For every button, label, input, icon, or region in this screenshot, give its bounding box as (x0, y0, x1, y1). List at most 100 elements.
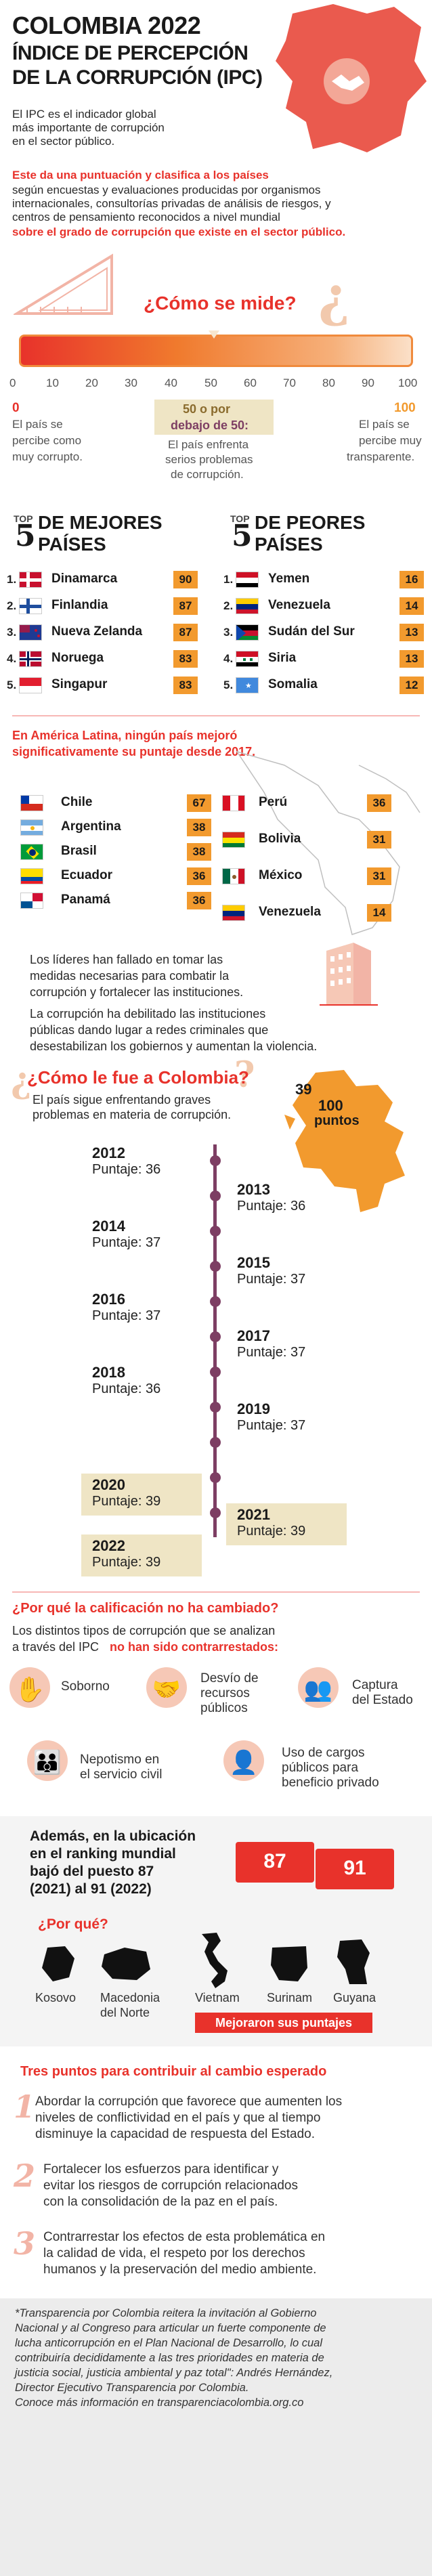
timeline-score: Puntaje: 39 (92, 1494, 161, 1509)
scale-mid-box (154, 400, 274, 435)
country-name: Finlandia (51, 598, 108, 612)
scale-tick: 70 (283, 377, 296, 389)
point-number: 3 (14, 2225, 36, 2262)
flag-ecuador-icon (20, 868, 43, 884)
latam-para1-2: medidas necesarias para combatir la (30, 969, 230, 983)
latam-para2-2: públicas dando lugar a redes criminales … (30, 1023, 269, 1037)
point-text: Contrarrestar los efectos de esta proble… (43, 2230, 326, 2244)
score-badge: 36 (187, 867, 211, 885)
scale-bar (19, 335, 413, 367)
map-score: 100 (318, 1097, 343, 1114)
explain-line-3: internacionales, consultorías privadas d… (12, 197, 331, 210)
scale-right-text-3: transparente. (347, 450, 415, 463)
country-label: Vietnam (195, 1991, 240, 2004)
country-label: Guyana (333, 1991, 376, 2004)
timeline-dot (209, 1226, 221, 1237)
handshake-icon-bg (146, 1667, 187, 1708)
timeline-dot (209, 1402, 221, 1413)
timeline-score: Puntaje: 36 (92, 1381, 161, 1396)
intro-line-1: El IPC es el indicador global (12, 108, 156, 121)
point-text: con la consolidación de la paz en el paí… (43, 2195, 278, 2209)
latam-left-list: Chile 67 Argentina 38 Brasil 38 Ecuador … (0, 794, 217, 929)
scale-mid-value-2: debajo de 50: (171, 418, 249, 432)
latam-para2-3: desestabilizan los gobiernos y aumentan … (30, 1039, 318, 1053)
flag-south-sudan-icon (236, 624, 259, 641)
country-name: Siria (268, 651, 297, 665)
building-icon (313, 937, 381, 1015)
country-name: Sudán del Sur (268, 624, 355, 639)
bribe-hands-icon: ✋ (14, 1675, 45, 1703)
rank-number: 2. (7, 599, 17, 612)
score-badge: 13 (399, 624, 424, 641)
top-worst-label-num: 5 (232, 519, 253, 553)
scale-tick: 90 (362, 377, 374, 389)
header-map-decoration (265, 0, 432, 156)
timeline-year: 2017 (237, 1327, 270, 1344)
top-worst-label-top: TOP (230, 513, 250, 524)
score-badge: 31 (367, 867, 391, 885)
scale-right-text-2: percibe muy (359, 434, 422, 447)
point-text: evitar los riesgos de corrupción relacio… (43, 2178, 298, 2193)
why-item-label: Uso de cargos (282, 1746, 365, 1760)
why-item-label: recursos (200, 1686, 250, 1700)
flag-brazil-icon (20, 844, 43, 860)
ranking-line-4: (2021) al 91 (2022) (30, 1881, 152, 1897)
flag-yemen-icon (236, 572, 259, 588)
latam-map-decoration (223, 738, 432, 941)
country-name: Argentina (61, 819, 121, 834)
points-heading: Tres puntos para contribuir al cambio es… (20, 2064, 327, 2079)
colombia-intro-2: problemas en materia de corrupción. (33, 1108, 232, 1121)
ranking-line-1: Además, en la ubicación (30, 1828, 196, 1844)
country-name: Panamá (61, 893, 110, 907)
macedonia-map-icon (99, 1945, 153, 1986)
why-item-label: públicos para (282, 1761, 359, 1775)
top-best-label-b: PAÍSES (38, 534, 106, 555)
quote-line: lucha anticorrupción en el Plan Nacional… (15, 2337, 323, 2349)
latam-para2-1: La corrupción ha debilitado las instituc… (30, 1007, 266, 1021)
flag-argentina-icon (20, 819, 43, 836)
point-text: Abordar la corrupción que favorece que a… (35, 2095, 343, 2109)
why-item-label: Captura (352, 1678, 398, 1692)
latin-america-map-icon (236, 750, 420, 935)
handshake-icon: 🤝 (152, 1677, 181, 1702)
timeline-year: 2019 (237, 1400, 270, 1417)
timeline-year: 2014 (92, 1218, 125, 1235)
person-podium-icon: 👤 (229, 1750, 259, 1776)
explain-line-2: según encuestas y evaluaciones producida… (12, 184, 321, 196)
kosovo-map-icon (38, 1944, 79, 1988)
scale-left-value: 0 (12, 401, 20, 415)
person-podium-icon-bg (223, 1740, 264, 1781)
scale-mid-text-2: serios problemas (165, 453, 253, 466)
flag-bolivia-icon (222, 832, 245, 848)
timeline-score: Puntaje: 37 (92, 1235, 161, 1250)
quote-line: Conoce más información en transparenciac… (15, 2397, 304, 2409)
top-best-label-a: DE MEJORES (38, 512, 163, 533)
country-name: Yemen (268, 572, 310, 586)
point-text: disminuye la capacidad de respuesta del … (35, 2127, 315, 2141)
flag-peru-icon (222, 795, 245, 811)
score-badge: 38 (187, 819, 211, 836)
score-badge: 87 (173, 597, 198, 615)
bribe-hands-icon-bg (9, 1667, 50, 1708)
why-item-label: Nepotismo en (80, 1753, 160, 1767)
timeline-dot (209, 1261, 221, 1272)
country-name: Somalia (268, 677, 318, 691)
score-badge: 36 (367, 794, 391, 812)
score-badge: 31 (367, 831, 391, 849)
scale-mid-marker (209, 330, 219, 339)
why-intro-2b: no han sido contrarrestados: (110, 1640, 279, 1654)
scale-mid-text-1: El país enfrenta (168, 438, 249, 451)
top-best-label-top: TOP (14, 513, 33, 524)
timeline-year: 2018 (92, 1364, 125, 1381)
quote-panel (0, 2298, 432, 2576)
explain-line-1: Este da una puntuación y clasifica a los… (12, 169, 269, 181)
score-badge: 12 (399, 677, 424, 694)
scale-ticks: 0 10 20 30 40 50 60 70 80 90 100 (0, 377, 432, 397)
scale-heading: ¿Cómo se mide? (144, 293, 297, 314)
timeline-year: 2015 (237, 1254, 270, 1271)
flag-denmark-icon (19, 572, 42, 588)
country-name: Nueva Zelanda (51, 624, 143, 639)
page-subtitle-1: ÍNDICE DE PERCEPCIÓN (12, 42, 249, 64)
colombia-intro-1: El país sigue enfrentando graves (33, 1093, 211, 1107)
ranking-to: 91 (343, 1857, 366, 1879)
